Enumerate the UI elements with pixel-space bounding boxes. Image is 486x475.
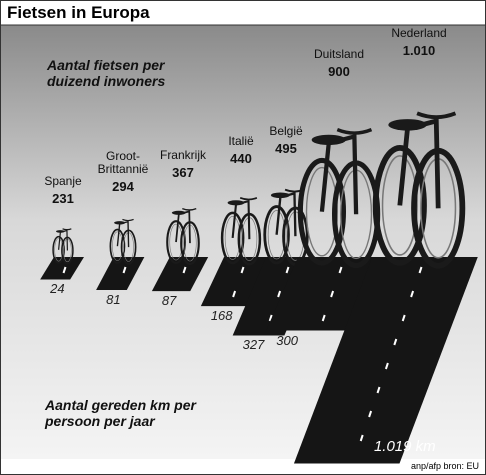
handlebar [122,218,134,222]
bike [52,228,74,265]
rim [381,155,418,256]
road [293,257,478,464]
road-dash [418,266,423,274]
wheel [52,235,65,264]
category-label: Groot-Brittannië [97,149,149,177]
saddle [114,221,126,225]
handlebar [416,111,457,120]
bike [166,207,200,266]
road-dash [376,386,381,394]
road-dash [410,290,415,298]
road-dash [338,266,343,274]
value-label: 495 [275,140,297,156]
rim [224,216,241,260]
bike [109,218,137,265]
km-value: 87 [161,293,177,309]
road-dash [330,290,335,298]
wheel [263,205,290,265]
km-value: 327 [242,337,265,353]
handlebar [62,228,72,231]
saddle [227,200,245,206]
value-label: 1.010 [402,43,436,59]
road [151,257,209,292]
wheel [220,211,245,265]
km-value: 24 [50,281,65,297]
category-label: Spanje [44,174,82,189]
category-label: Frankrijk [159,148,206,163]
bike [372,111,466,269]
category-label: België [269,123,303,138]
wheel [297,157,347,266]
road [96,257,145,290]
km-value: 1.019 km [373,437,436,455]
km-value: 300 [276,332,298,348]
saddle [55,230,65,233]
road-dash [268,314,273,322]
rim [112,231,123,261]
rim [305,166,338,257]
road-dash [277,290,282,298]
chart-title: Fietsen in Europa [7,3,150,22]
rim [169,223,183,261]
road-dash [232,290,237,298]
road-dash [401,314,406,322]
category-label: Duitsland [313,47,365,61]
road-dash [384,362,389,370]
rim [267,210,286,260]
km-value: 81 [106,291,121,307]
value-label: 440 [230,151,252,167]
handlebar [336,128,373,135]
value-label: 294 [112,179,134,195]
category-label: Nederland [391,26,447,41]
handlebar [182,207,197,211]
road [200,257,270,307]
value-label: 231 [52,191,74,207]
saddle [270,192,290,199]
road-dash [62,266,67,274]
road-dash [359,434,364,442]
value-label: 900 [328,64,350,79]
road-dash [240,266,245,274]
km-value: 168 [210,308,233,324]
road-dash [368,410,373,418]
road-dash [122,266,127,274]
saddle [388,119,427,131]
road-dash [321,314,326,322]
value-label: 367 [172,165,194,181]
handlebar [239,197,258,201]
road-dash [285,266,290,274]
km-label: Aantal gereden km per persoon per jaar [45,397,196,429]
category-label: Italië [228,134,254,149]
wheel [166,220,186,265]
road [40,257,84,280]
saddle [311,134,346,146]
saddle [171,210,186,215]
road-dash [393,338,398,346]
road-dash [182,266,187,274]
bikes-label: Aantal fietsen per duizend inwoners [47,57,166,89]
bike [297,128,381,269]
wheel [109,228,126,264]
bike [220,197,262,266]
title-bar [1,1,485,25]
wheel [372,144,427,266]
source: anp/afp bron: EU [411,461,479,471]
